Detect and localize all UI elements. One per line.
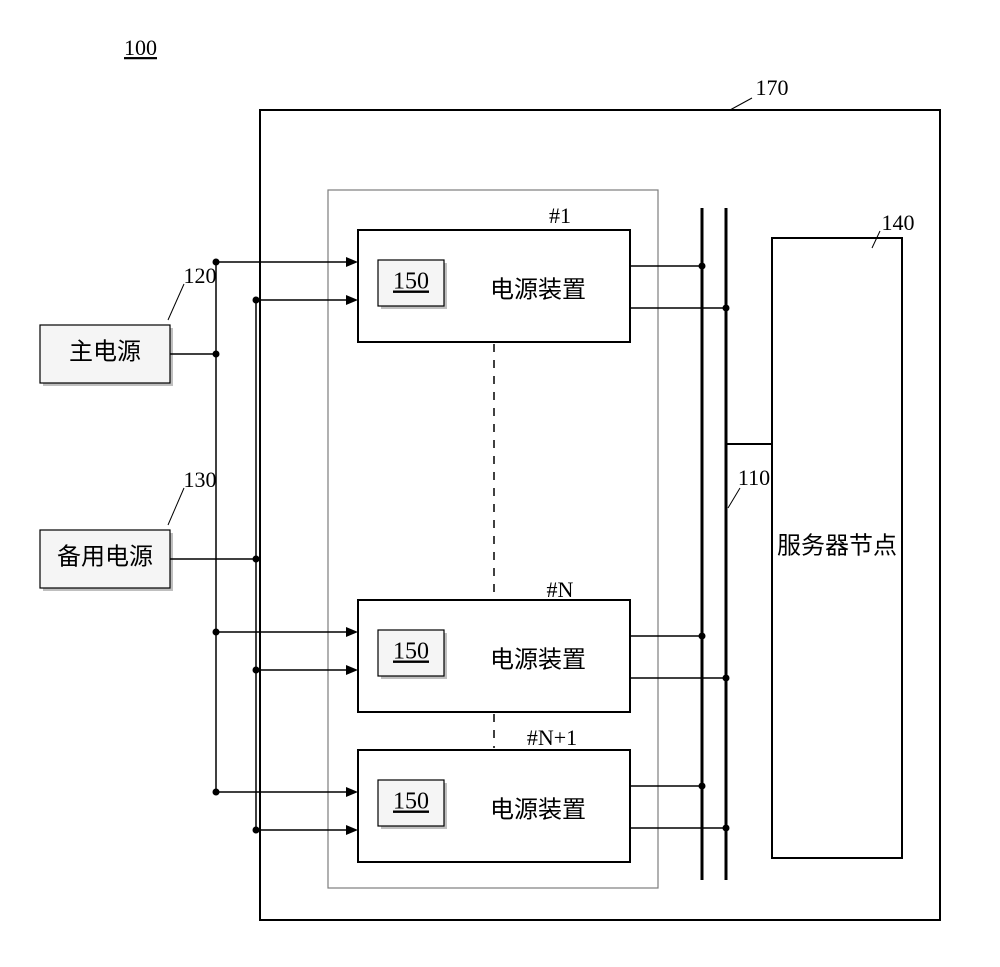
psu-inner-0-label: 150 <box>393 269 429 295</box>
psu-label-2: 电源装置 <box>490 797 586 824</box>
psu-inner-2-label: 150 <box>393 789 429 815</box>
psu-tag-2: #N+1 <box>527 725 577 750</box>
ref-170: 170 <box>756 75 789 100</box>
psu-tag-1: #N <box>547 577 574 602</box>
psu-label-1: 电源装置 <box>490 647 586 674</box>
psu-inner-1-label: 150 <box>393 639 429 665</box>
ref-110: 110 <box>738 465 770 490</box>
figure-ref: 100 <box>124 35 157 60</box>
ref-120: 120 <box>184 263 217 288</box>
ref-140: 140 <box>882 210 915 235</box>
backup-power-box-label: 备用电源 <box>57 544 153 571</box>
ref-130: 130 <box>184 467 217 492</box>
psu-tag-0: #1 <box>549 203 571 228</box>
system-boundary <box>260 110 940 920</box>
psu-label-0: 电源装置 <box>490 277 586 304</box>
server-node-label: 服务器节点 <box>777 533 897 560</box>
main-power-box-label: 主电源 <box>69 339 141 366</box>
